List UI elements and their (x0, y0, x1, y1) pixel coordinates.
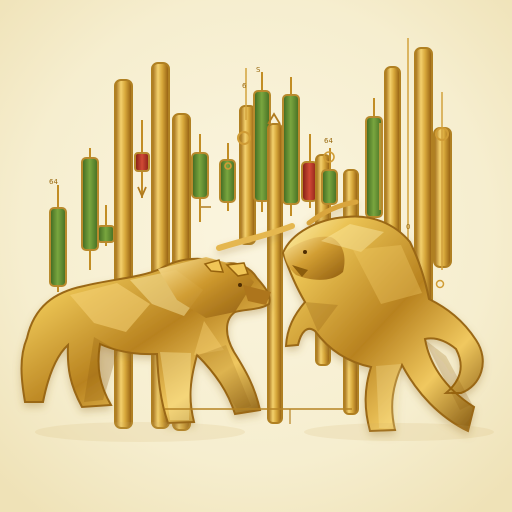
candle-green-right-small (321, 148, 338, 212)
candle-green-center-right (282, 77, 300, 216)
candle-green-center-tall (253, 72, 271, 212)
label-top-right: S (256, 66, 261, 74)
ground-lines (35, 408, 494, 442)
candle-gold-tall-left (114, 79, 133, 429)
candle-red-right (301, 134, 318, 208)
label-center-right: 64 (324, 137, 333, 145)
label-left: 64 (49, 178, 58, 186)
candle-green-center-left (191, 134, 209, 222)
label-right: 0 (406, 223, 410, 231)
bull-horn-right (306, 199, 359, 226)
label-top-left: 6 (242, 82, 247, 90)
candle-gold-center (239, 105, 256, 245)
candle-green-right-tall (365, 98, 383, 228)
candle-green-center-small (219, 143, 236, 211)
bull-sculpture (216, 199, 484, 433)
candle-left-1 (49, 185, 67, 292)
chart-labels: 64 6 S 64 0 (49, 66, 410, 231)
candle-left-2 (81, 148, 99, 270)
bear-sculpture (20, 257, 271, 425)
candle-red-small (134, 120, 150, 198)
candle-gold-center-tall (267, 123, 283, 424)
candle-left-3 (97, 205, 115, 246)
bull-horn-left (216, 223, 295, 251)
